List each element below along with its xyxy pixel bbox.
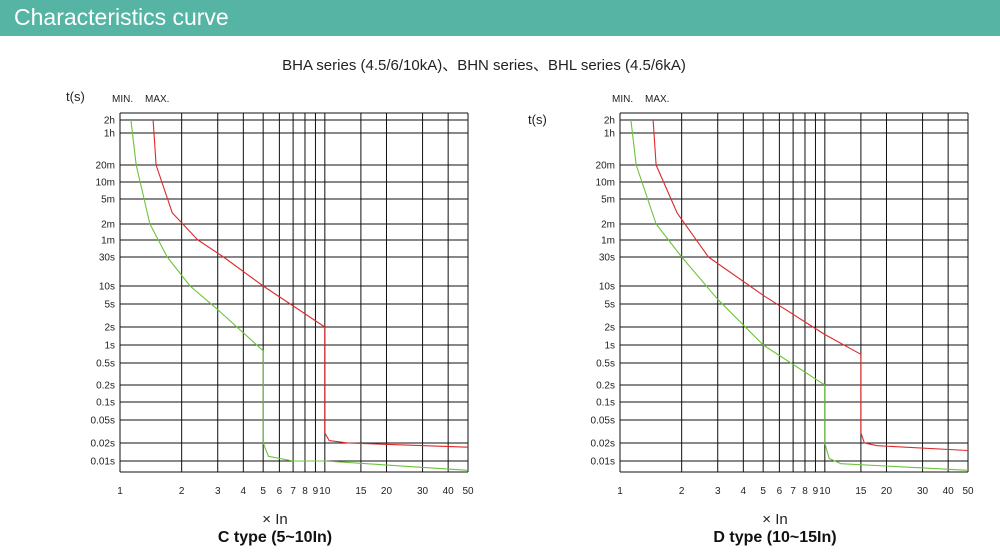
x-tick-label: 15 (855, 486, 867, 497)
y-tick-label: 0.5s (596, 359, 615, 370)
c-type-chart: 2h 1h 20m 10m 5m 2m 1m 30s 10s 5s 2s 1s 0.5s 0.2s 0.1s… (66, 89, 474, 546)
x-tick-label: 50 (462, 486, 474, 497)
y-tick-label: 20m (596, 161, 615, 172)
max-label: MAX. (645, 94, 669, 105)
x-tick-label: 9 (313, 486, 319, 497)
y-tick-label: 2h (104, 116, 115, 127)
x-tick-label: 4 (741, 486, 747, 497)
series-subtitle: BHA series (4.5/6/10kA)、BHN series、BHL s… (282, 57, 686, 74)
x-axis-label: × In (262, 511, 287, 528)
x-tick-label: 15 (355, 486, 367, 497)
x-tick-label: 7 (290, 486, 296, 497)
y-tick-label: 5s (104, 300, 115, 311)
y-tick-label: 0.05s (91, 416, 115, 427)
y-tick-label: 5s (604, 300, 615, 311)
y-tick-label: 2h (604, 116, 615, 127)
y-tick-label: 10s (99, 282, 115, 293)
y-tick-label: 10s (599, 282, 615, 293)
y-tick-label: 0.02s (91, 439, 115, 450)
x-tick-label: 2 (179, 486, 185, 497)
y-tick-label: 10m (596, 178, 615, 189)
y-tick-label: 0.05s (591, 416, 615, 427)
y-tick-label: 1h (604, 129, 615, 140)
max-label: MAX. (145, 94, 169, 105)
y-tick-label: 0.1s (596, 398, 615, 409)
x-tick-label: 8 (302, 486, 308, 497)
min-label: MIN. (612, 94, 633, 105)
y-tick-label: 0.5s (96, 359, 115, 370)
x-tick-label: 10 (319, 486, 331, 497)
min-label: MIN. (112, 94, 133, 105)
chart-grid (119, 112, 469, 473)
d-type-chart: 2h 1h 20m 10m 5m 2m 1m 30s 10s 5s 2s 1s 0.5s 0.2s 0.1s… (528, 94, 974, 546)
y-tick-label: 2s (104, 323, 115, 334)
y-tick-label: 1h (104, 129, 115, 140)
x-tick-label: 30 (917, 486, 929, 497)
y-tick-label: 0.01s (91, 457, 115, 468)
x-tick-label: 40 (443, 486, 455, 497)
x-tick-label: 1 (617, 486, 623, 497)
x-tick-label: 50 (962, 486, 974, 497)
y-tick-label: 1m (601, 236, 615, 247)
header-banner: Characteristics curve (0, 0, 1000, 36)
max-trip-curve (152, 119, 469, 448)
y-tick-label: 2s (604, 323, 615, 334)
page-title: Characteristics curve (14, 4, 229, 30)
x-tick-label: 9 (813, 486, 819, 497)
x-tick-label: 20 (881, 486, 893, 497)
x-tick-label: 2 (679, 486, 685, 497)
y-tick-label: 1s (604, 341, 615, 352)
x-tick-label: 30 (417, 486, 429, 497)
y-tick-label: 0.2s (96, 381, 115, 392)
min-trip-curve (130, 119, 469, 471)
y-tick-label: 30s (99, 253, 115, 264)
chart-title: C type (5~10In) (218, 529, 332, 546)
y-tick-label: 2m (101, 220, 115, 231)
x-tick-label: 3 (215, 486, 221, 497)
y-tick-label: 0.01s (591, 457, 615, 468)
y-tick-label: 10m (96, 178, 115, 189)
chart-grid (619, 112, 969, 473)
x-tick-label: 6 (777, 486, 783, 497)
x-tick-label: 40 (943, 486, 955, 497)
max-trip-curve (652, 119, 969, 452)
x-axis-label: × In (762, 511, 787, 528)
y-axis-label: t(s) (528, 112, 547, 127)
y-tick-label: 0.02s (591, 439, 615, 450)
x-tick-label: 7 (790, 486, 796, 497)
y-tick-label: 2m (601, 220, 615, 231)
min-trip-curve (630, 119, 969, 471)
x-tick-label: 20 (381, 486, 393, 497)
y-tick-label: 5m (101, 195, 115, 206)
x-tick-label: 1 (117, 486, 123, 497)
y-tick-label: 1m (101, 236, 115, 247)
y-tick-label: 0.2s (596, 381, 615, 392)
x-tick-label: 4 (241, 486, 247, 497)
y-tick-label: 1s (104, 341, 115, 352)
y-axis-label: t(s) (66, 89, 85, 104)
chart-title: D type (10~15In) (713, 529, 836, 546)
x-tick-label: 3 (715, 486, 721, 497)
x-tick-label: 5 (760, 486, 766, 497)
x-tick-label: 10 (819, 486, 831, 497)
y-tick-label: 5m (601, 195, 615, 206)
x-tick-label: 6 (277, 486, 283, 497)
x-tick-label: 8 (802, 486, 808, 497)
y-tick-label: 20m (96, 161, 115, 172)
y-tick-label: 30s (599, 253, 615, 264)
x-tick-label: 5 (260, 486, 266, 497)
y-tick-label: 0.1s (96, 398, 115, 409)
